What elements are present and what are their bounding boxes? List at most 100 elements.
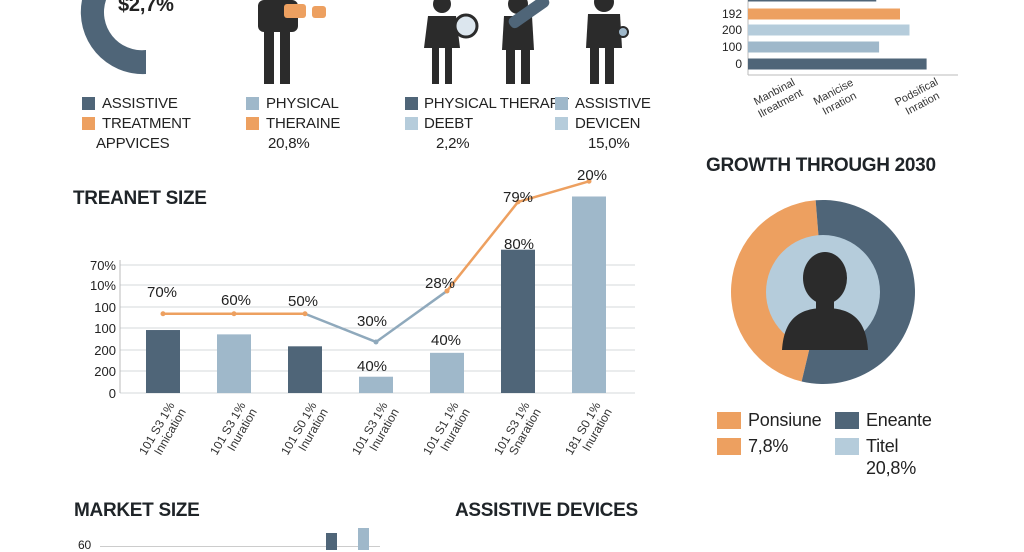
main-line-segment: [446, 201, 519, 292]
main-bar-data-label: 70%: [147, 284, 177, 301]
legend1-swatch-dark: [82, 97, 95, 110]
legend1-item3: APPVICES: [96, 135, 170, 152]
main-bar-data-label: 50%: [288, 293, 318, 310]
main-line-data-label: 79%: [503, 189, 533, 206]
main-y-tick-label: 100: [94, 300, 116, 315]
main-bar: [430, 352, 464, 393]
legend2-item2: THERAINE: [266, 115, 341, 132]
growth-swatch-dark: [835, 412, 859, 429]
growth-swatch-orange-1: [717, 412, 741, 429]
main-line-point: [373, 339, 379, 345]
hbar-y-tick-label: 192: [722, 7, 742, 21]
growth-legend-item1-value: 7,8%: [748, 436, 789, 456]
hbar-y-tick-label: 100: [722, 40, 742, 54]
bottom-bar-light: [358, 528, 369, 550]
main-bar: [217, 334, 251, 393]
main-bar-data-label: 80%: [504, 236, 534, 253]
person-with-phone-icon: [586, 0, 629, 84]
hbar-bar: [748, 0, 877, 2]
main-y-tick-label: 100: [94, 321, 116, 336]
person-silhouette-icon: [782, 252, 868, 350]
main-bar: [146, 330, 180, 393]
legend3-item1: PHYSICAL THERAPY: [424, 95, 570, 112]
legend3-swatch-dark: [405, 97, 418, 110]
legend4-item2: DEVICEN: [575, 115, 641, 132]
main-y-tick-label: 70%: [90, 258, 116, 273]
assistive-devices-title: ASSISTIVE DEVICES: [455, 500, 638, 521]
main-x-tick-label: 181 S0 1%Inuration: [562, 399, 615, 464]
growth-legend-item3-value: 20,8%: [866, 458, 917, 478]
growth-legend-item1-label: Ponsiune: [748, 410, 822, 430]
main-bar-data-label: 40%: [357, 358, 387, 375]
main-line-data-label: 20%: [577, 167, 607, 184]
top-donut-chart: [80, 0, 146, 75]
legend3-swatch-lighter: [405, 117, 418, 130]
main-line-point: [586, 178, 592, 184]
main-line-segment: [304, 312, 377, 344]
main-bar-data-label: 40%: [431, 332, 461, 349]
main-bar: [501, 249, 535, 393]
legend4-value: 15,0%: [588, 135, 630, 152]
main-line-data-label: 28%: [425, 275, 455, 292]
legend4-swatch-light: [555, 97, 568, 110]
main-chart-title: TREANET SIZE: [73, 188, 207, 209]
top-donut-arc: [80, 0, 146, 75]
person-with-tablet-icon: [258, 0, 326, 84]
hbar-y-tick-label: 200: [722, 23, 742, 37]
legend2-swatch-orange: [246, 117, 259, 130]
person-with-brace-icon: [502, 0, 550, 84]
main-line-point: [160, 311, 166, 317]
main-bar: [359, 376, 393, 393]
main-line-segment: [375, 289, 448, 343]
growth-title: GROWTH THROUGH 2030: [706, 155, 936, 176]
main-bar-data-label: 60%: [221, 292, 251, 309]
legend2-swatch-light: [246, 97, 259, 110]
hbar-x-tick-label: ManiciseInration: [812, 77, 862, 119]
legend1-swatch-orange: [82, 117, 95, 130]
hbar-y-tick-label: 0: [735, 57, 742, 71]
main-x-tick-label: 101 S0 1%Inuration: [278, 399, 331, 464]
main-x-tick-label: 101 S3 1%Inuration: [207, 399, 260, 464]
main-line-segment: [517, 180, 590, 204]
hbar-y-tick-label: 300: [722, 0, 742, 3]
hbar-bar: [748, 8, 900, 20]
growth-legend-item3-label: Titel: [866, 436, 899, 456]
legend1-item2: TREATMENT: [102, 115, 191, 132]
bottom-gridline: [100, 546, 380, 547]
main-x-tick-label: 101 S3 1%Snaration: [491, 399, 544, 464]
main-combo-chart: 70% 10% 100 100 200 200 0 101 S3 1%Innication 10…: [90, 167, 635, 464]
hbar-bar: [748, 41, 880, 53]
hbar-bar: [748, 24, 910, 36]
growth-legend-item2-label: Eneante: [866, 410, 932, 430]
main-x-tick-label: 101 S3 1%Inuration: [349, 399, 402, 464]
main-bar: [288, 346, 322, 393]
growth-donut-chart: [730, 200, 915, 384]
main-bar: [572, 196, 606, 393]
legend4-item1: ASSISTIVE: [575, 95, 651, 112]
main-y-tick-label: 200: [94, 364, 116, 379]
hbar-chart: 300 192 200 100 0 ManbinalIlreatmentManiciseI…: [722, 0, 958, 121]
legend2-item1: PHYSICAL: [266, 95, 339, 112]
main-y-tick-label: 10%: [90, 278, 116, 293]
main-x-tick-label: 101 S1 1%Inuration: [420, 399, 473, 464]
legend3-value: 2,2%: [436, 135, 470, 152]
legend1-item1: ASSISTIVE: [102, 95, 178, 112]
bottom-bar-dark: [326, 533, 337, 550]
main-y-tick-label: 0: [109, 386, 116, 401]
legend4-swatch-lighter: [555, 117, 568, 130]
main-line-point: [302, 311, 308, 317]
bottom-y-tick: 60: [78, 538, 91, 552]
hbar-x-tick-label: ManbinalIlreatment: [750, 76, 805, 121]
hbar-x-tick-label: PodsificalInration: [893, 76, 946, 120]
main-x-tick-label: 101 S3 1%Innication: [136, 399, 189, 464]
growth-swatch-orange-2: [717, 438, 741, 455]
person-with-magnifier-icon: [424, 0, 479, 84]
hbar-bar: [748, 58, 927, 70]
main-line-data-label: 30%: [357, 313, 387, 330]
main-line-point: [231, 311, 237, 317]
main-line-point: [515, 199, 521, 205]
top-donut-value: $2,7%: [118, 0, 174, 16]
main-line-point: [444, 288, 450, 294]
legend2-value: 20,8%: [268, 135, 310, 152]
growth-swatch-light: [835, 438, 859, 455]
